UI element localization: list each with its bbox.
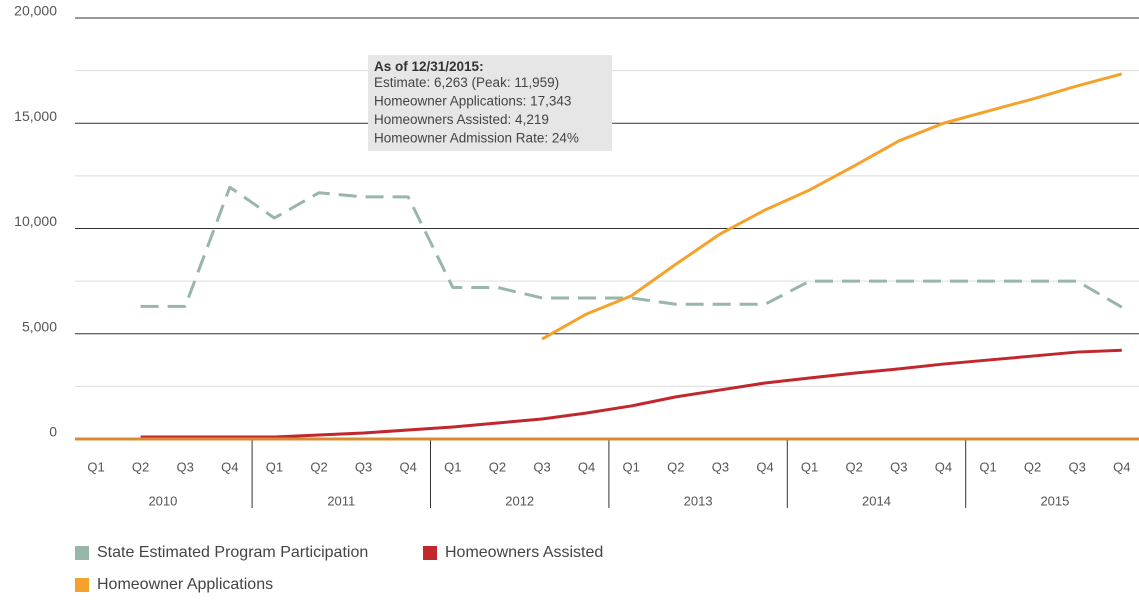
x-tick-label: Q3 bbox=[890, 459, 907, 474]
annotation-line: Estimate: 6,263 (Peak: 11,959) bbox=[374, 75, 559, 90]
x-tick-label: Q1 bbox=[801, 459, 818, 474]
x-tick-label: Q4 bbox=[1113, 459, 1130, 474]
year-label: 2013 bbox=[684, 493, 713, 508]
annotation-box bbox=[368, 55, 612, 151]
series-line bbox=[140, 348, 1122, 439]
series-line bbox=[140, 185, 1123, 309]
x-tick-label: Q2 bbox=[846, 459, 863, 474]
x-tick-label: Q4 bbox=[935, 459, 952, 474]
legend-label: State Estimated Program Participation bbox=[97, 544, 368, 561]
legend-swatch bbox=[75, 546, 89, 560]
y-tick-label: 10,000 bbox=[14, 213, 57, 229]
y-tick-label: 0 bbox=[49, 424, 57, 440]
x-tick-label: Q4 bbox=[578, 459, 595, 474]
x-tick-label: Q2 bbox=[1024, 459, 1041, 474]
legend-swatch bbox=[423, 546, 437, 560]
legend-label: Homeowners Assisted bbox=[445, 544, 603, 561]
x-tick-label: Q1 bbox=[444, 459, 461, 474]
annotation-line: Homeowners Assisted: 4,219 bbox=[374, 112, 549, 127]
year-label: 2014 bbox=[862, 493, 891, 508]
annotation-title: As of 12/31/2015: bbox=[374, 59, 484, 74]
y-tick-label: 20,000 bbox=[14, 3, 57, 19]
y-tick-label: 15,000 bbox=[14, 108, 57, 124]
annotation-line: Homeowner Admission Rate: 24% bbox=[374, 131, 579, 146]
year-label: 2015 bbox=[1040, 493, 1069, 508]
x-tick-label: Q3 bbox=[712, 459, 729, 474]
x-tick-label: Q2 bbox=[667, 459, 684, 474]
x-tick-label: Q2 bbox=[489, 459, 506, 474]
year-label: 2012 bbox=[505, 493, 534, 508]
x-tick-label: Q4 bbox=[221, 459, 238, 474]
x-tick-label: Q1 bbox=[979, 459, 996, 474]
annotation-line: Homeowner Applications: 17,343 bbox=[374, 94, 571, 109]
x-tick-label: Q3 bbox=[1069, 459, 1086, 474]
x-tick-label: Q2 bbox=[310, 459, 327, 474]
x-tick-label: Q4 bbox=[756, 459, 773, 474]
legend-label: Homeowner Applications bbox=[97, 576, 273, 593]
x-tick-label: Q4 bbox=[400, 459, 417, 474]
series-line bbox=[541, 72, 1123, 341]
legend-swatch bbox=[75, 578, 89, 592]
x-tick-label: Q3 bbox=[533, 459, 550, 474]
x-tick-label: Q1 bbox=[623, 459, 640, 474]
x-tick-label: Q3 bbox=[355, 459, 372, 474]
x-tick-label: Q3 bbox=[177, 459, 194, 474]
year-label: 2010 bbox=[148, 493, 177, 508]
x-tick-label: Q2 bbox=[132, 459, 149, 474]
y-tick-label: 5,000 bbox=[22, 318, 57, 334]
x-tick-label: Q1 bbox=[87, 459, 104, 474]
year-label: 2011 bbox=[327, 493, 355, 508]
x-tick-label: Q1 bbox=[266, 459, 283, 474]
